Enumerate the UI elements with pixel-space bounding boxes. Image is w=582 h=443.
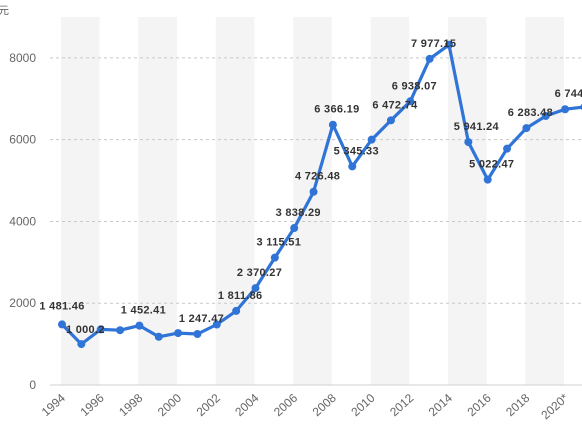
x-tick-label: 2018 — [503, 391, 532, 419]
data-label: 5 941.24 — [454, 121, 500, 133]
background-band — [254, 17, 294, 385]
data-labels: 1 481.46 1 000.2 1 452.41 1 247.47 1 811.86 2… — [39, 38, 582, 336]
data-point[interactable] — [116, 326, 125, 335]
x-tick-label: 1994 — [39, 391, 68, 419]
data-label: 5 022.47 — [469, 159, 514, 171]
data-point[interactable] — [77, 340, 86, 349]
data-point[interactable] — [425, 54, 434, 63]
background-band — [177, 17, 216, 385]
data-point[interactable] — [96, 325, 105, 334]
data-point[interactable] — [193, 329, 202, 338]
y-tick-label: 2000 — [9, 296, 36, 310]
data-point[interactable] — [561, 105, 570, 114]
data-label: 1 452.41 — [121, 305, 166, 317]
data-label: 1 811.86 — [218, 290, 263, 302]
background-band — [525, 17, 565, 385]
data-label: 1 481.46 — [39, 300, 84, 312]
data-point[interactable] — [309, 187, 318, 196]
data-point[interactable] — [212, 320, 221, 329]
data-point[interactable] — [135, 321, 144, 330]
data-point[interactable] — [503, 144, 512, 153]
background-band — [409, 17, 448, 385]
data-label: 6 472.74 — [372, 99, 418, 111]
data-label: 6 938.07 — [392, 80, 437, 92]
y-axis: 0 2000 4000 6000 8000 — [9, 51, 36, 392]
data-point[interactable] — [290, 224, 299, 233]
data-point[interactable] — [174, 329, 183, 338]
x-tick-label: 1998 — [116, 391, 145, 419]
data-label: 1 000.2 — [66, 324, 105, 336]
gridlines — [50, 57, 582, 386]
background-band — [331, 17, 371, 385]
data-label: 3 115.51 — [257, 237, 302, 249]
data-label: 6 283.48 — [508, 107, 553, 119]
data-label: 7 977.15 — [411, 38, 456, 50]
background-band — [293, 17, 332, 385]
background-band — [138, 17, 178, 385]
data-point[interactable] — [251, 284, 260, 293]
data-point[interactable] — [58, 320, 66, 329]
data-point[interactable] — [522, 124, 531, 133]
data-label: 3 838.29 — [276, 207, 321, 219]
data-label: 5 345.33 — [334, 145, 379, 157]
y-tick-label: 6000 — [9, 133, 36, 147]
data-point[interactable] — [445, 40, 453, 49]
x-tick-label: 2008 — [310, 391, 339, 419]
x-axis: 1994 1996 1998 2000 2002 2004 2006 2008 2010 2012… — [39, 391, 572, 423]
background-band — [61, 17, 100, 385]
data-point[interactable] — [270, 253, 279, 262]
x-tick-label: 2012 — [387, 391, 416, 419]
data-point[interactable] — [232, 306, 241, 315]
data-point[interactable] — [154, 332, 163, 341]
y-tick-label: 8000 — [9, 51, 36, 65]
data-point[interactable] — [541, 111, 550, 120]
x-tick-label: 2016 — [464, 391, 493, 419]
data-point[interactable] — [464, 138, 473, 147]
x-tick-label: 2002 — [194, 391, 223, 419]
background-band — [486, 17, 526, 385]
x-tick-label: 2010 — [348, 391, 377, 419]
data-label: 2 370.27 — [237, 267, 282, 279]
data-label: 1 247.47 — [179, 313, 224, 325]
data-label: 4 726.48 — [295, 171, 340, 183]
y-tick-label: 4000 — [9, 214, 36, 228]
y-axis-unit-label: 元 — [0, 5, 9, 17]
x-tick-label: 2000 — [155, 391, 184, 419]
series-layer — [58, 40, 582, 349]
x-tick-label: 2014 — [426, 391, 455, 419]
data-point[interactable] — [406, 97, 415, 106]
x-tick-label: 2004 — [232, 391, 261, 419]
x-tick-label: 2020* — [538, 391, 571, 423]
y-tick-label: 0 — [29, 378, 36, 392]
data-point[interactable] — [328, 120, 337, 129]
x-tick-label: 1996 — [77, 391, 106, 419]
background-bands — [61, 17, 582, 385]
background-band — [215, 17, 255, 385]
data-point[interactable] — [386, 116, 395, 125]
background-band — [564, 17, 582, 385]
data-label: 6 744 — [555, 88, 582, 100]
data-point[interactable] — [367, 135, 376, 144]
data-point[interactable] — [348, 162, 357, 171]
background-band — [99, 17, 139, 385]
x-tick-label: 2006 — [271, 391, 300, 419]
series-line — [60, 43, 582, 346]
background-band — [370, 17, 410, 385]
data-label: 6 366.19 — [314, 104, 359, 116]
data-point[interactable] — [483, 175, 492, 184]
